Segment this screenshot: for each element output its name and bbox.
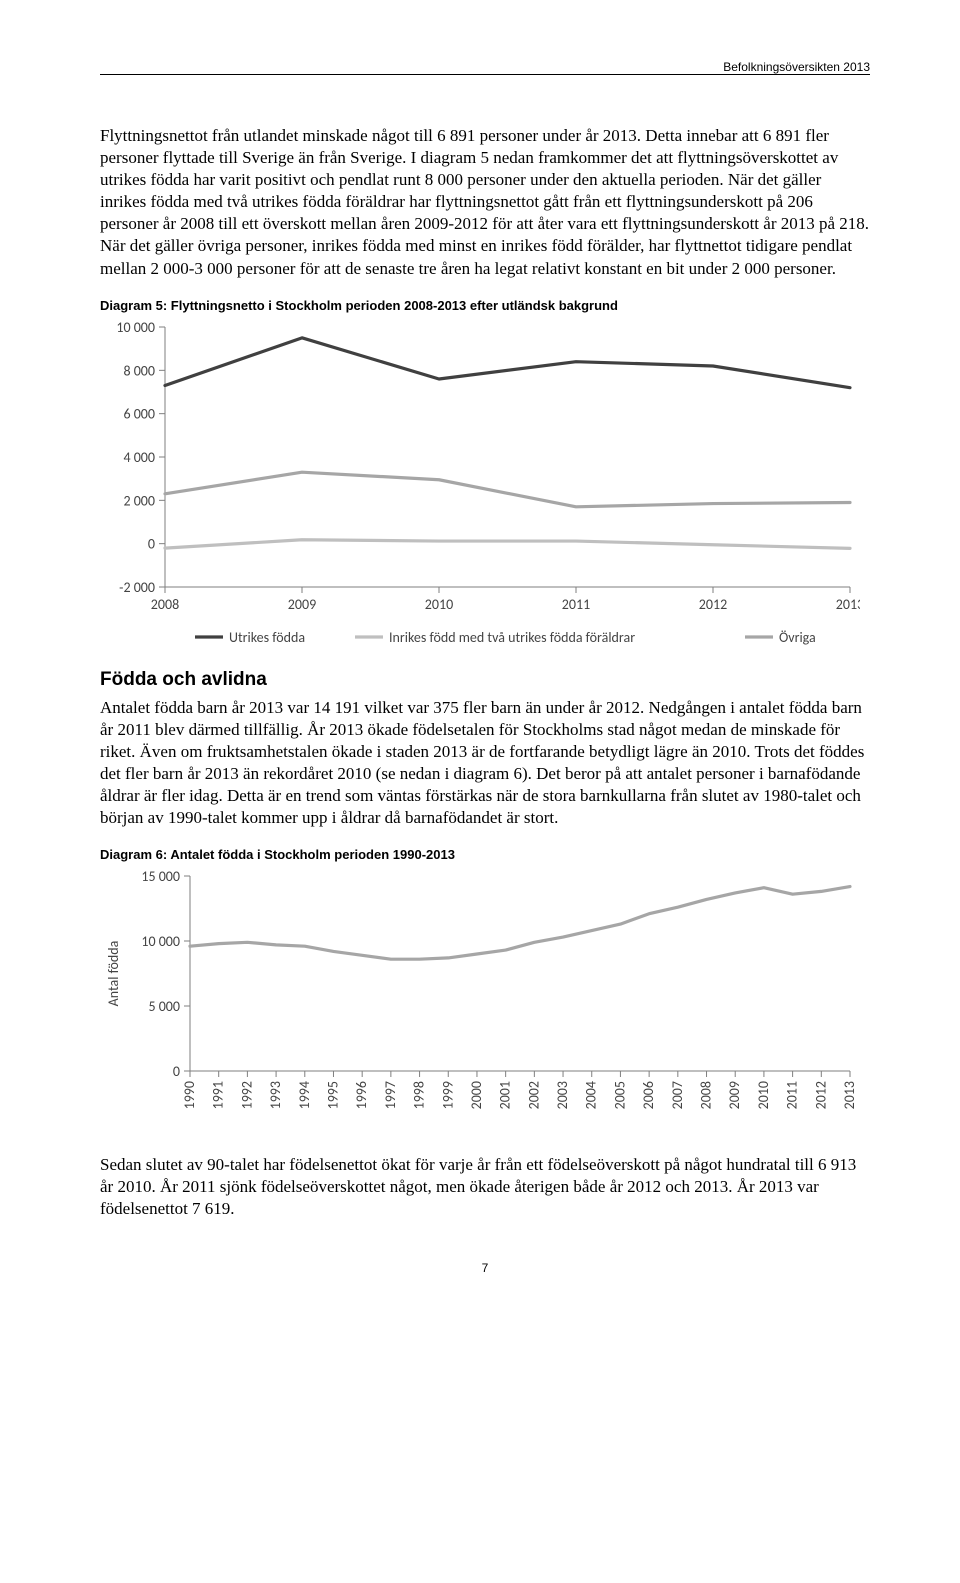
svg-text:2013: 2013 [841,1081,858,1109]
svg-text:2012: 2012 [699,596,727,613]
svg-text:1999: 1999 [439,1081,456,1109]
chart5-title: Diagram 5: Flyttningsnetto i Stockholm p… [100,298,870,313]
svg-text:0: 0 [148,535,155,552]
svg-text:1992: 1992 [238,1081,255,1109]
svg-text:1996: 1996 [353,1081,370,1109]
svg-text:Antal födda: Antal födda [105,941,122,1007]
svg-text:2010: 2010 [425,596,453,613]
svg-text:6 000: 6 000 [123,405,155,422]
chart5: -2 000 0 2 000 4 000 6 000 8 000 10 000 2008 200… [100,317,870,657]
svg-text:2004: 2004 [583,1081,600,1109]
header-rule [100,74,870,75]
svg-text:1994: 1994 [296,1081,313,1109]
svg-text:2008: 2008 [698,1081,715,1109]
svg-text:2010: 2010 [755,1081,772,1109]
svg-text:Övriga: Övriga [779,629,816,646]
svg-text:2000: 2000 [468,1081,485,1109]
svg-text:15 000: 15 000 [141,868,180,885]
svg-text:2003: 2003 [554,1081,571,1109]
svg-text:2005: 2005 [611,1081,628,1109]
paragraph-2: Antalet födda barn år 2013 var 14 191 vi… [100,697,870,830]
svg-text:8 000: 8 000 [123,362,155,379]
section-heading: Födda och avlidna [100,669,870,691]
paragraph-3: Sedan slutet av 90-talet har födelsenett… [100,1154,870,1220]
svg-text:1993: 1993 [267,1081,284,1109]
svg-text:2012: 2012 [812,1081,829,1109]
svg-text:1995: 1995 [324,1081,341,1109]
svg-text:Inrikes född med två utrikes f: Inrikes född med två utrikes födda föräl… [389,629,635,646]
svg-text:-2 000: -2 000 [119,579,155,596]
svg-text:2002: 2002 [525,1081,542,1109]
svg-text:1991: 1991 [210,1081,227,1109]
svg-text:2007: 2007 [669,1081,686,1109]
svg-text:Utrikes födda: Utrikes födda [229,629,305,646]
svg-text:2011: 2011 [784,1081,801,1109]
page-header: Befolkningsöversikten 2013 [100,60,870,75]
svg-text:1990: 1990 [181,1081,198,1109]
svg-text:2001: 2001 [497,1081,514,1109]
svg-text:2009: 2009 [726,1081,743,1109]
chart6-title: Diagram 6: Antalet födda i Stockholm per… [100,847,870,862]
svg-text:1997: 1997 [382,1081,399,1109]
svg-text:2011: 2011 [562,596,590,613]
svg-text:2009: 2009 [288,596,316,613]
svg-text:2008: 2008 [151,596,179,613]
chart6: 0 5 000 10 000 15 000 1990 1991 1992 1993 1994 19… [100,866,870,1126]
page-number: 7 [100,1261,870,1275]
paragraph-1: Flyttningsnettot från utlandet minskade … [100,125,870,280]
svg-text:10 000: 10 000 [116,319,155,336]
svg-text:4 000: 4 000 [123,449,155,466]
svg-text:0: 0 [173,1063,180,1080]
svg-text:2006: 2006 [640,1081,657,1109]
svg-text:10 000: 10 000 [141,933,180,950]
svg-text:2 000: 2 000 [123,492,155,509]
svg-text:5 000: 5 000 [148,998,180,1015]
doc-title: Befolkningsöversikten 2013 [723,60,870,74]
svg-text:2013: 2013 [836,596,860,613]
svg-text:1998: 1998 [411,1081,428,1109]
